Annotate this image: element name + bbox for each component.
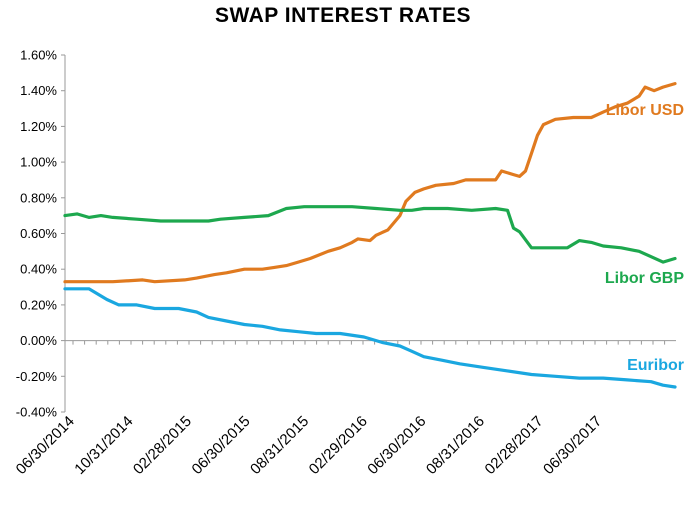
y-tick-label: 0.00% <box>20 333 57 348</box>
x-tick-label: 02/29/2016 <box>306 413 371 478</box>
y-tick-label: -0.40% <box>16 405 58 420</box>
series-label-libor-usd: Libor USD <box>606 102 684 119</box>
y-tick-label: 1.60% <box>20 48 57 63</box>
y-tick-label: 0.60% <box>20 226 57 241</box>
series-line-libor-gbp <box>63 205 677 264</box>
x-tick-label: 06/30/2014 <box>13 413 78 478</box>
chart-title: SWAP INTEREST RATES <box>214 4 472 27</box>
y-tick-label: 1.40% <box>20 83 57 98</box>
y-tick-label: 0.80% <box>20 190 57 205</box>
x-tick-label: 08/31/2016 <box>423 413 488 478</box>
x-tick-label: 08/31/2015 <box>247 413 312 478</box>
y-tick-label: 1.00% <box>20 155 57 170</box>
series-line-euribor <box>63 287 677 389</box>
y-tick-label: 0.40% <box>20 262 57 277</box>
x-tick-label: 06/30/2016 <box>364 413 429 478</box>
series-label-euribor: Euribor <box>627 357 684 374</box>
y-tick-label: 1.20% <box>20 119 57 134</box>
x-tick-label: 06/30/2017 <box>540 413 605 478</box>
series-line-libor-usd <box>63 82 677 284</box>
x-tick-label: 10/31/2014 <box>71 413 136 478</box>
y-tick-label: -0.20% <box>16 369 58 384</box>
x-tick-label: 02/28/2015 <box>130 413 195 478</box>
x-tick-label: 02/28/2017 <box>482 413 547 478</box>
series-label-libor-gbp: Libor GBP <box>605 270 684 287</box>
y-tick-label: 0.20% <box>20 297 57 312</box>
x-tick-label: 06/30/2015 <box>189 413 254 478</box>
